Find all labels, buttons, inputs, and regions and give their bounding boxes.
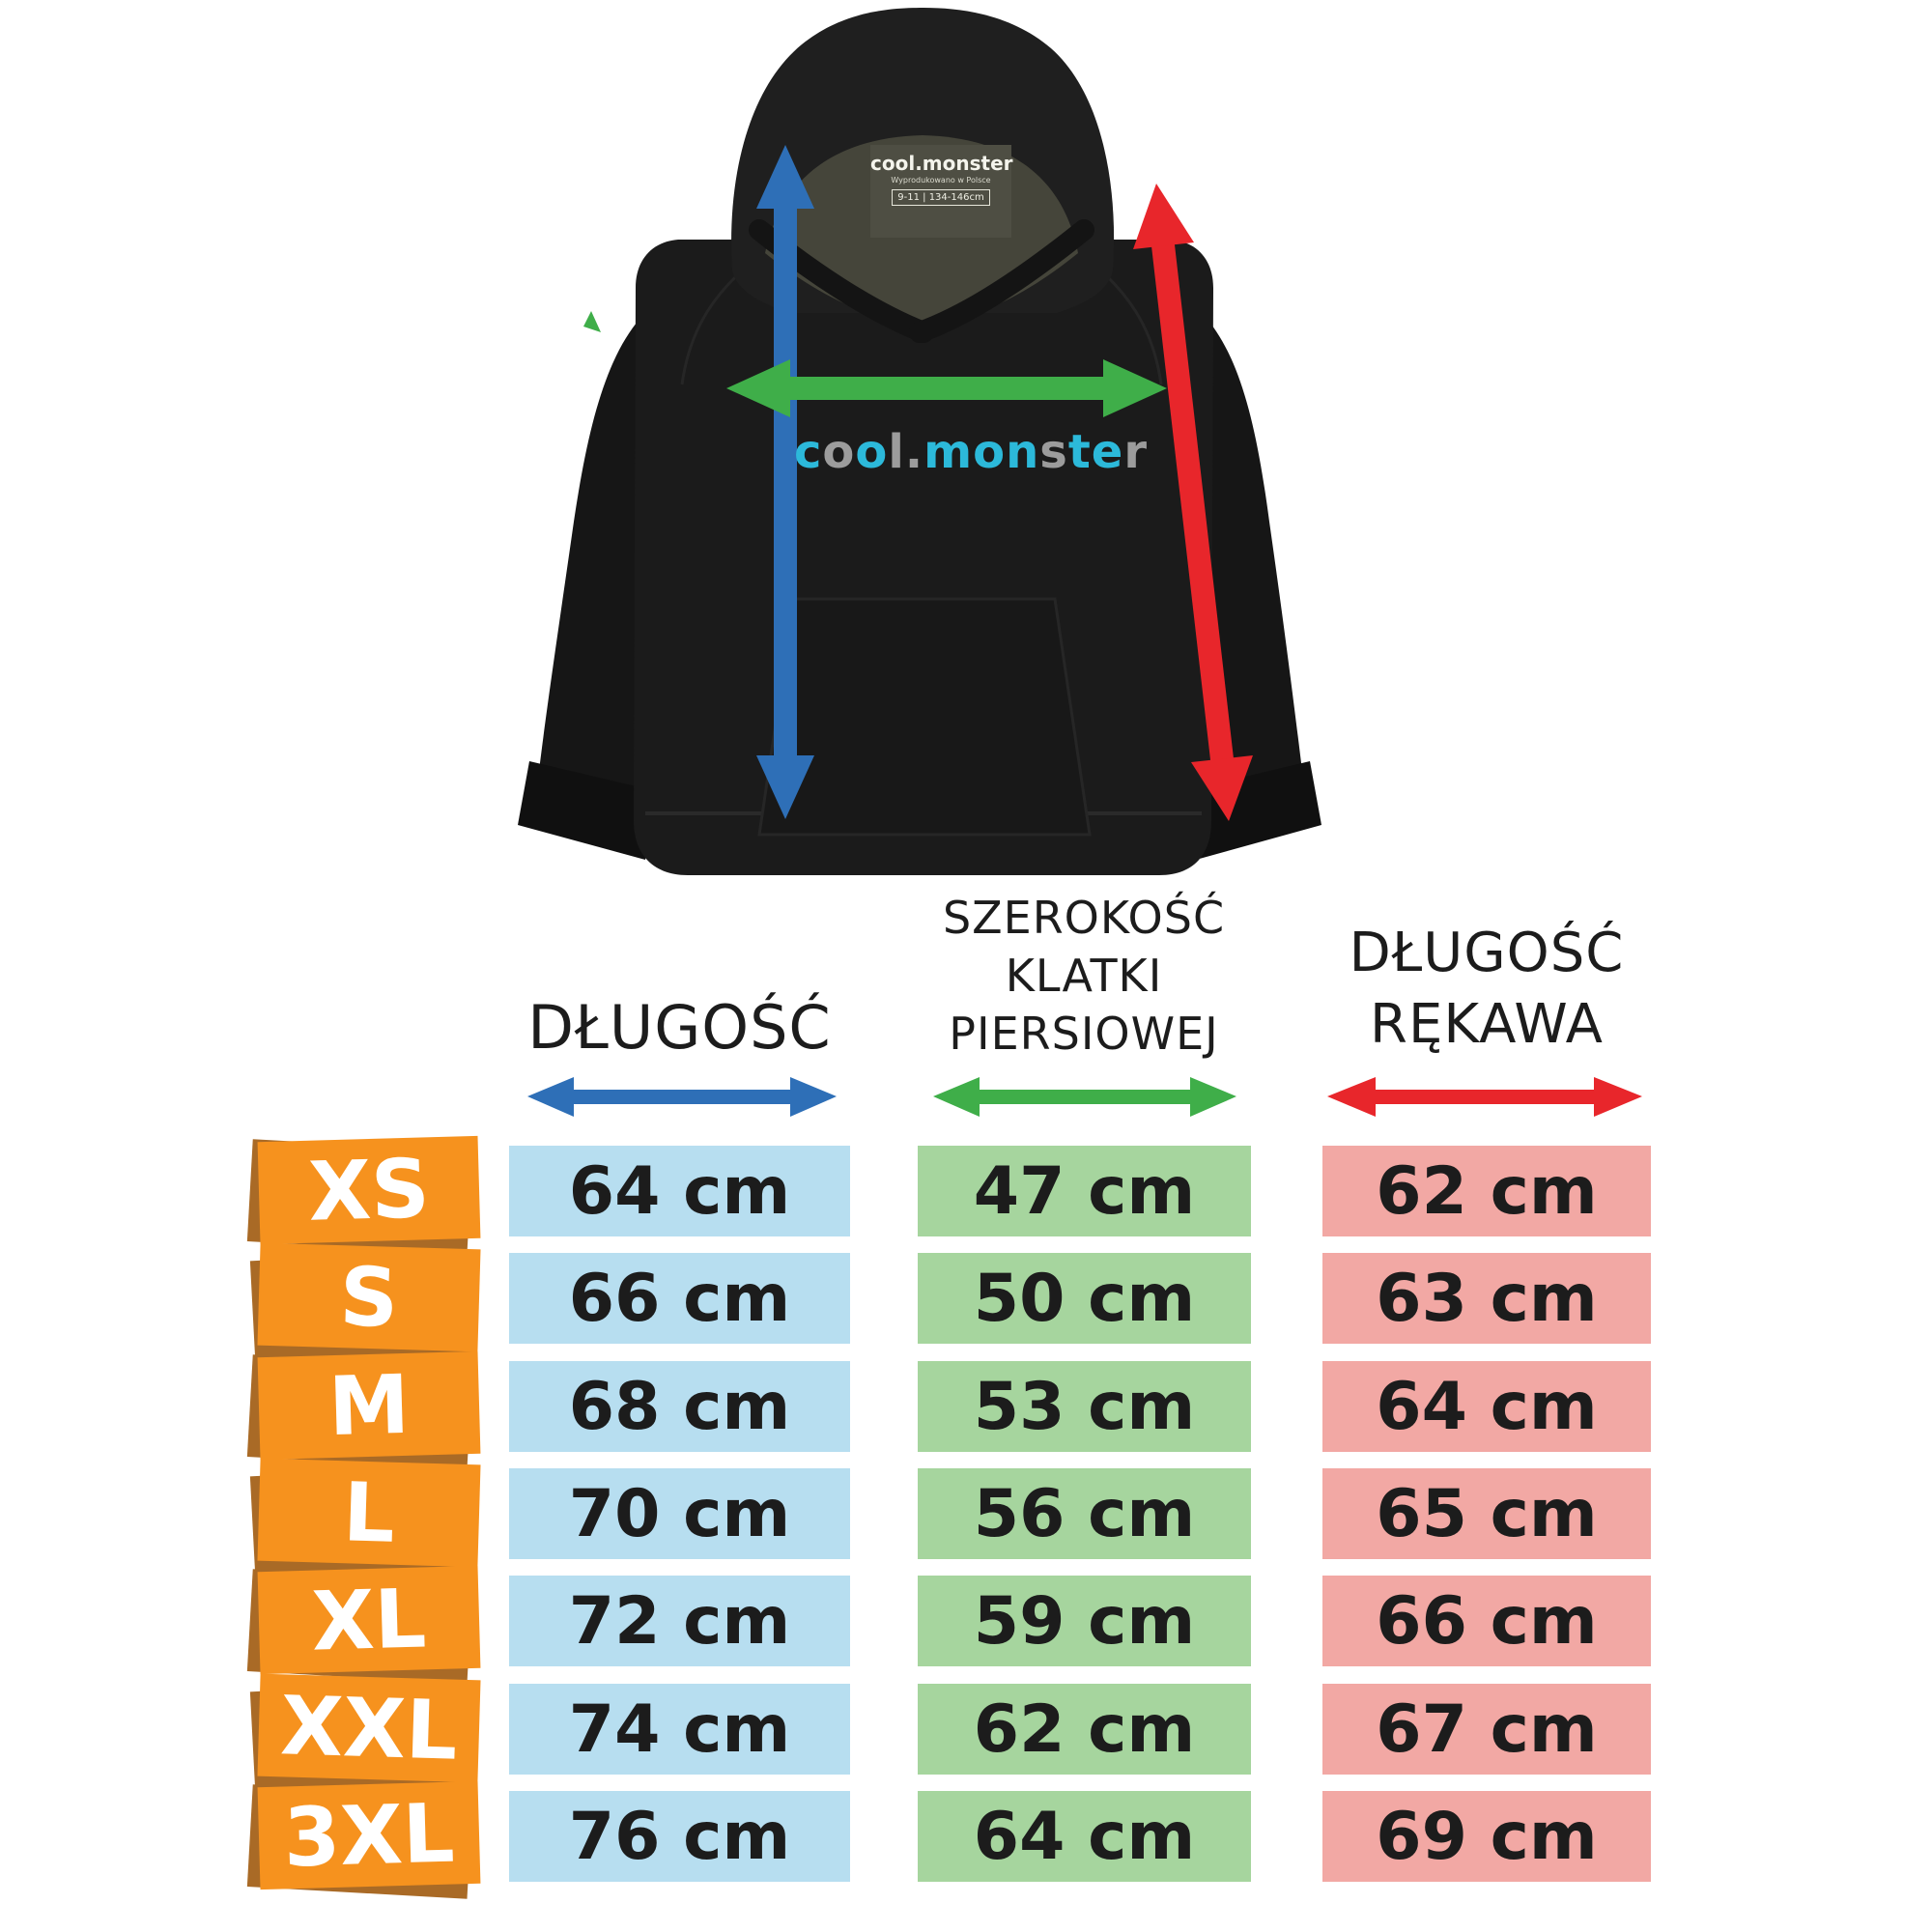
table-row: L 70 cm 56 cm 65 cm (0, 1458, 1932, 1579)
chest-cell: 62 cm (918, 1684, 1251, 1775)
size-tag-label: M (257, 1350, 481, 1461)
neck-label: cool.monster Wyprodukowano w Polsce 9-11… (870, 145, 1013, 238)
logo-letter: n (1006, 425, 1040, 479)
sleeve-cell: 67 cm (1322, 1684, 1651, 1775)
length-arrow-vertical (756, 145, 814, 819)
sleeve-cell: 69 cm (1322, 1791, 1651, 1882)
header-line: DŁUGOŚĆ (527, 992, 832, 1063)
size-tag-label: XXL (257, 1673, 481, 1783)
length-cell: 64 cm (509, 1146, 850, 1236)
table-row: XXL 74 cm 62 cm 67 cm (0, 1673, 1932, 1795)
chest-cell: 53 cm (918, 1361, 1251, 1452)
logo-letter: e (1091, 425, 1124, 479)
header-line: KLATKI (1005, 950, 1163, 1002)
neck-label-size-tag: 9-11 | 134-146cm (892, 189, 990, 206)
logo-letter: t (1067, 425, 1092, 479)
sleeve-cell: 64 cm (1322, 1361, 1651, 1452)
size-tag: XS (246, 1135, 481, 1254)
header-line: RĘKAWA (1370, 993, 1604, 1056)
chest-cell: 47 cm (918, 1146, 1251, 1236)
hood-edge-right (909, 219, 1094, 343)
logo-letter: m (923, 425, 974, 479)
size-tag-label: L (257, 1458, 481, 1568)
logo-letter: r (1123, 425, 1149, 479)
logo-letter: o (822, 425, 856, 479)
chest-cell: 56 cm (918, 1468, 1251, 1559)
header-line: SZEROKOŚĆ (942, 892, 1226, 944)
size-tag: S (249, 1242, 481, 1364)
chest-width-arrow-horizontal (726, 359, 1167, 417)
column-header-length: DŁUGOŚĆ (509, 993, 850, 1063)
logo-letter: c (793, 425, 823, 479)
length-cell: 68 cm (509, 1361, 850, 1452)
size-tag: L (249, 1458, 481, 1579)
sleeve-cell: 65 cm (1322, 1468, 1651, 1559)
table-row: XL 72 cm 59 cm 66 cm (0, 1565, 1932, 1684)
table-row: 3XL 76 cm 64 cm 69 cm (0, 1780, 1932, 1899)
neck-label-brand: cool.monster (870, 152, 1013, 175)
legend-sleeve-arrow (1327, 1077, 1642, 1117)
logo-letter: o (973, 425, 1007, 479)
size-tag: M (246, 1350, 481, 1469)
chest-cell: 50 cm (918, 1253, 1251, 1344)
chest-cell: 59 cm (918, 1576, 1251, 1666)
size-tag: 3XL (246, 1780, 481, 1899)
column-header-chest-width: SZEROKOŚĆ KLATKI PIERSIOWEJ (910, 889, 1258, 1063)
column-header-sleeve-length: DŁUGOŚĆ RĘKAWA (1314, 918, 1660, 1061)
neck-label-origin: Wyprodukowano w Polsce (891, 176, 991, 185)
length-cell: 74 cm (509, 1684, 850, 1775)
size-tag: XL (246, 1565, 481, 1684)
sleeve-cell: 66 cm (1322, 1576, 1651, 1666)
size-tag-label: S (257, 1242, 481, 1352)
legend-chest-arrow (933, 1077, 1236, 1117)
table-row: M 68 cm 53 cm 64 cm (0, 1350, 1932, 1469)
chest-logo: cool.monster (778, 425, 1164, 479)
length-cell: 72 cm (509, 1576, 850, 1666)
size-tag-label: XS (257, 1135, 481, 1245)
sleeve-cell: 62 cm (1322, 1146, 1651, 1236)
size-tag-label: 3XL (257, 1780, 481, 1890)
logo-letter: . (904, 425, 924, 479)
logo-letter: o (855, 425, 889, 479)
length-cell: 70 cm (509, 1468, 850, 1559)
table-row: S 66 cm 50 cm 63 cm (0, 1242, 1932, 1364)
header-line: DŁUGOŚĆ (1349, 922, 1625, 984)
legend-length-arrow (527, 1077, 837, 1117)
header-line: PIERSIOWEJ (949, 1008, 1219, 1060)
logo-letter: s (1039, 425, 1068, 479)
table-row: XS 64 cm 47 cm 62 cm (0, 1135, 1932, 1254)
chest-cell: 64 cm (918, 1791, 1251, 1882)
length-cell: 66 cm (509, 1253, 850, 1344)
size-tag: XXL (249, 1673, 481, 1795)
size-tag-label: XL (257, 1565, 481, 1675)
logo-letter: l (888, 425, 905, 479)
kangaroo-pocket (757, 597, 1092, 837)
sleeve-cell: 63 cm (1322, 1253, 1651, 1344)
hoodie-left-cuff (518, 761, 661, 860)
stray-green-mark (583, 311, 601, 332)
sleeve-length-arrow-diagonal (1133, 184, 1253, 821)
length-cell: 76 cm (509, 1791, 850, 1882)
